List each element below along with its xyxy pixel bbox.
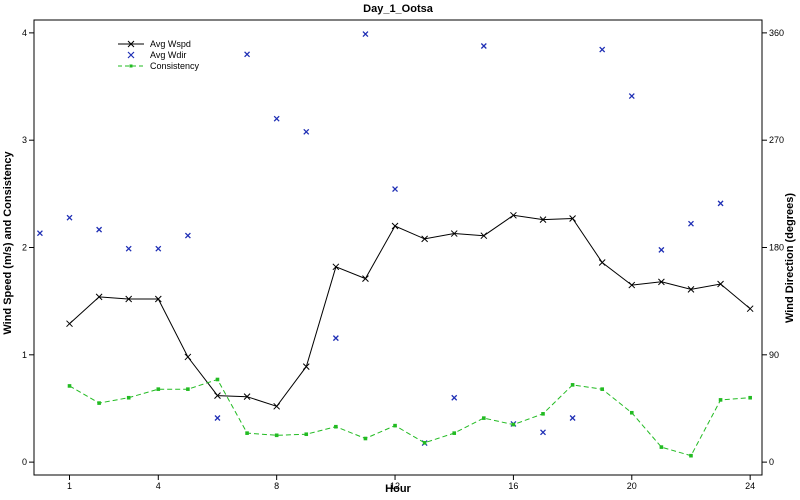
y-right-tick-label: 360	[769, 28, 784, 38]
legend-label-avg-wspd: Avg Wspd	[150, 39, 191, 49]
x-axis-title: Hour	[385, 483, 411, 495]
data-point	[186, 387, 190, 391]
data-point	[719, 398, 723, 402]
data-point	[659, 247, 664, 252]
data-point	[600, 387, 604, 391]
data-point	[37, 231, 42, 236]
y-left-tick-label: 1	[22, 350, 27, 360]
y-right-tick-label: 180	[769, 243, 784, 253]
data-point	[452, 431, 456, 435]
chart-title: Day_1_Ootsa	[363, 3, 434, 15]
data-point	[156, 246, 161, 251]
y-axis-left: 0 1 2 3 4	[22, 28, 34, 467]
y-left-tick-label: 2	[22, 243, 27, 253]
data-point	[67, 215, 72, 220]
data-point	[126, 246, 131, 251]
series-consistency	[68, 378, 752, 458]
y-left-tick-label: 3	[22, 135, 27, 145]
data-point	[599, 260, 605, 266]
data-point	[393, 424, 397, 428]
data-point	[660, 445, 664, 449]
data-point	[67, 321, 73, 327]
x-tick-label: 4	[156, 481, 161, 491]
y-left-tick-label: 4	[22, 28, 27, 38]
data-point	[156, 387, 160, 391]
data-point	[629, 94, 634, 99]
data-point	[245, 431, 249, 435]
data-point	[303, 364, 309, 370]
data-point	[334, 425, 338, 429]
y-right-tick-label: 270	[769, 135, 784, 145]
data-point	[97, 401, 101, 405]
plot-frame	[34, 20, 762, 475]
series-line	[70, 215, 751, 406]
data-point	[304, 432, 308, 436]
data-point	[127, 396, 131, 400]
data-point	[333, 336, 338, 341]
data-point	[364, 437, 368, 441]
data-point	[481, 43, 486, 48]
y-axis-left-title: Wind Speed (m/s) and Consistency	[2, 150, 14, 334]
data-point	[630, 411, 634, 415]
data-point	[571, 383, 575, 387]
data-point	[68, 384, 72, 388]
series-avg-wspd	[67, 212, 754, 409]
data-point	[600, 47, 605, 52]
x-tick-label: 8	[274, 481, 279, 491]
legend-label-consistency: Consistency	[150, 61, 200, 71]
y-axis-right-title: Wind Direction (degrees)	[784, 193, 796, 323]
data-point	[215, 416, 220, 421]
data-point	[541, 412, 545, 416]
data-point	[333, 264, 339, 270]
data-point	[512, 423, 516, 427]
data-point	[304, 129, 309, 134]
data-point	[275, 433, 279, 437]
legend-marker-square	[130, 65, 133, 68]
x-tick-label: 1	[67, 481, 72, 491]
y-left-tick-label: 0	[22, 457, 27, 467]
data-point	[392, 223, 398, 229]
data-point	[216, 378, 220, 382]
data-point	[747, 306, 753, 312]
data-point	[245, 52, 250, 57]
y-right-tick-label: 0	[769, 457, 774, 467]
y-right-tick-label: 90	[769, 350, 779, 360]
data-point	[363, 32, 368, 37]
x-tick-label: 16	[508, 481, 518, 491]
x-tick-label: 24	[745, 481, 755, 491]
data-point	[362, 276, 368, 282]
data-point	[393, 187, 398, 192]
data-point	[274, 116, 279, 121]
data-point	[185, 354, 191, 360]
series-avg-wdir	[37, 32, 723, 446]
data-point	[541, 430, 546, 435]
legend-label-avg-wdir: Avg Wdir	[150, 50, 186, 60]
x-axis: 1 4 8 12 16 20 24	[67, 475, 755, 491]
data-point	[688, 221, 693, 226]
series-line	[70, 380, 751, 456]
data-point	[570, 416, 575, 421]
data-point	[423, 441, 427, 445]
data-point	[274, 403, 280, 409]
series-layer	[37, 32, 753, 458]
data-point	[185, 233, 190, 238]
data-point	[452, 395, 457, 400]
y-axis-right: 0 90 180 270 360	[762, 28, 784, 467]
data-point	[482, 416, 486, 420]
data-point	[748, 396, 752, 400]
data-point	[718, 201, 723, 206]
legend: Avg Wspd Avg Wdir Consistency	[118, 36, 206, 76]
data-point	[97, 227, 102, 232]
x-tick-label: 20	[627, 481, 637, 491]
data-point	[689, 454, 693, 458]
